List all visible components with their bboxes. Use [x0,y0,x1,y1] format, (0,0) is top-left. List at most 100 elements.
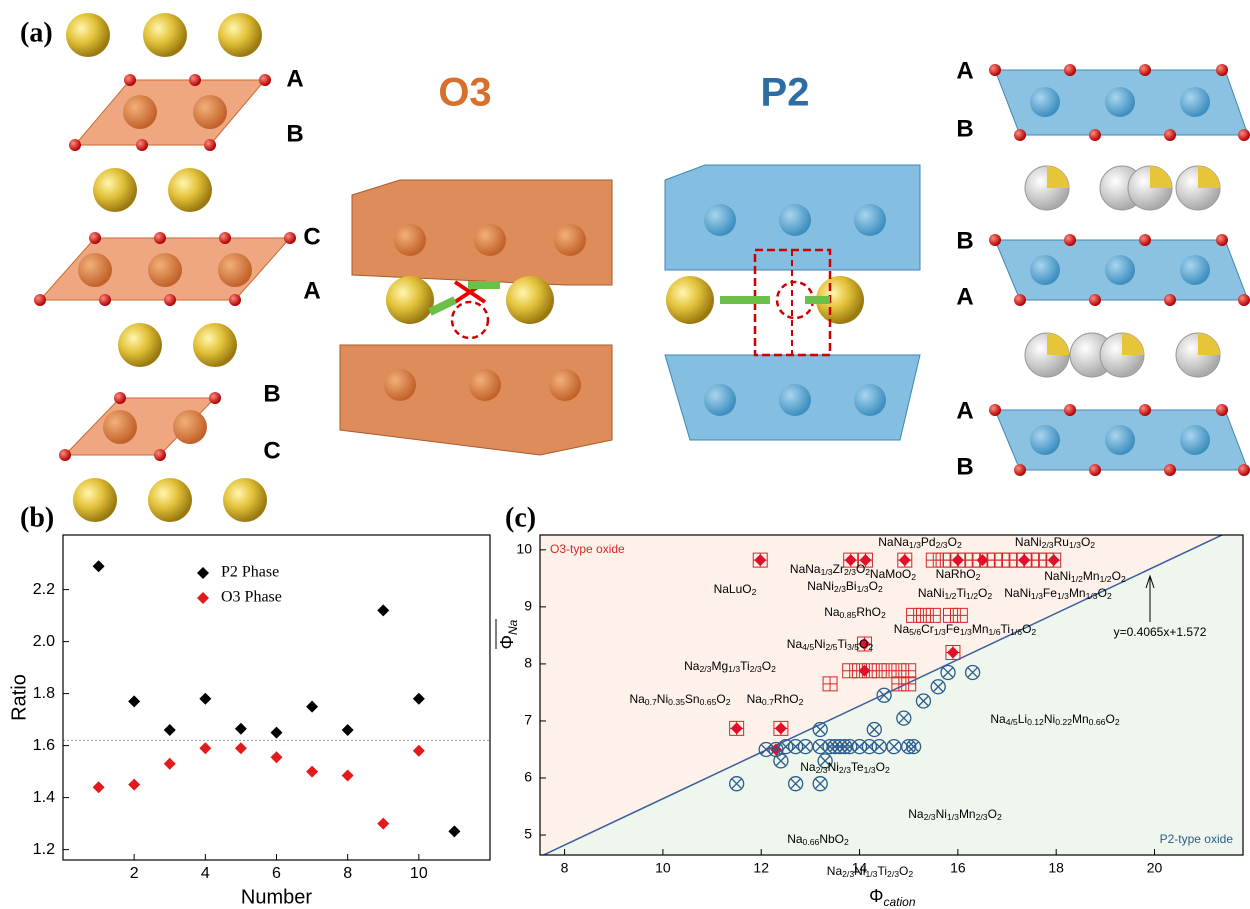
formula-label: NaNi1/2Ti1/2O2 [918,586,993,601]
formula-label: Na4/5Ni2/5Ti3/5O2 [787,637,874,652]
panel-label: (b) [20,502,54,533]
point [787,776,804,792]
x-axis-subscript: cation [884,895,916,909]
layer-label: A [956,57,973,84]
point [92,781,105,794]
point [234,722,247,735]
point [270,726,283,739]
x-tick-label: 6 [272,865,281,882]
formula-label: Na2/3Ni1/3Ti2/3O2 [827,864,914,879]
plot-frame [62,534,491,861]
point [976,554,989,567]
y-tick-label: 1.8 [33,685,55,702]
chart: 2 4 6 8 10 1.2 1.4 1.6 1.8 2.0 2.2 P2 Phase O3 Phase [33,534,491,882]
point [886,738,902,755]
formula-label: NaLuO2 [714,582,757,597]
point [901,676,917,692]
x-tick-label: 10 [655,860,671,876]
point [412,744,425,757]
point [199,742,212,755]
point [448,825,461,838]
point [964,664,981,681]
x-tick-label: 14 [852,860,868,876]
y-tick-label: 1.4 [33,789,55,806]
formula-label: Na0.7Ni0.35Sn0.65O2 [629,692,730,707]
formula-label: NaNa1/3Zr2/3O2 [790,562,870,577]
point [234,742,247,755]
point [754,554,767,567]
formula-label: Na0.85RhO2 [824,605,886,620]
formula-label: Na5/6Cr1/3Fe1/3Mn1/6Ti1/6O2 [894,622,1037,637]
layer-label: B [956,227,973,254]
x-tick-label: 16 [950,860,966,876]
point [822,676,838,692]
fit-label: y=0.4065x+1.572 [1114,625,1207,639]
point [92,560,105,573]
layer-label: A [956,397,973,424]
point [377,817,390,830]
point [1047,554,1060,567]
y-axis-subscript: Na [506,619,520,635]
region-label: P2-type oxide [1160,832,1234,846]
formula-label: NaNi1/3Fe1/3Mn1/3O2 [1004,586,1112,601]
layer-label: B [956,115,973,142]
plot-frame [539,534,1244,856]
point [858,637,871,650]
point [940,664,956,681]
structure-diagram: O3 P2 (a) (b) (c) [20,13,1250,533]
o3-region [540,535,1243,855]
panel-label: (a) [20,17,53,48]
point [952,607,968,623]
formula-label: NaNa1/3Pd2/3O2 [878,535,962,550]
chart: 8 10 12 14 16 18 20 5 6 7 8 9 10 [516,534,1244,876]
point [270,751,283,764]
formula-label: NaNi2/3Ru1/3O2 [1015,535,1095,550]
point [876,687,892,703]
point [341,724,354,736]
point [128,778,141,791]
point [946,646,959,659]
point [377,604,390,617]
layer-label: C [303,223,320,250]
legend-label: P2 Phase [221,564,279,581]
point [859,554,872,567]
x-tick-label: 4 [201,865,210,882]
point [812,776,828,792]
layer-label: A [286,65,303,92]
point [728,776,745,792]
point [412,692,425,705]
x-tick-label: 20 [1147,860,1163,876]
layer-label: B [286,120,303,147]
point [898,554,911,567]
y-tick-label: 1.2 [33,841,55,858]
panel-label: (c) [505,502,536,533]
region-label: O3-type oxide [550,542,625,556]
y-tick-label: 10 [516,541,532,557]
y-axis-label: ΦNa [495,619,520,649]
point [930,679,946,695]
point [306,765,319,778]
formula-label: Na2/3Mg1/3Ti2/3O2 [684,659,776,674]
x-tick-label: 8 [561,860,569,876]
point [925,607,941,623]
x-tick-label: 2 [130,865,139,882]
point [905,738,922,755]
y-axis-symbol: Φ [497,635,517,649]
layer-label: A [303,277,320,304]
fit-arrow [1145,574,1155,622]
x-tick-label: 10 [410,865,428,882]
layer-label: B [263,380,280,407]
layer-label: C [263,437,280,464]
formula-label: NaMoO2 [870,567,916,582]
point [1018,554,1031,567]
x-axis-symbol: Φ [869,886,883,906]
y-tick-label: 2.0 [33,633,55,650]
o3-title: O3 [438,71,491,115]
layer-label: B [956,453,973,480]
legend-marker [197,592,209,604]
point [163,724,176,736]
point [858,664,871,677]
formula-label: Na2/3Ni2/3Te1/3O2 [800,760,890,775]
